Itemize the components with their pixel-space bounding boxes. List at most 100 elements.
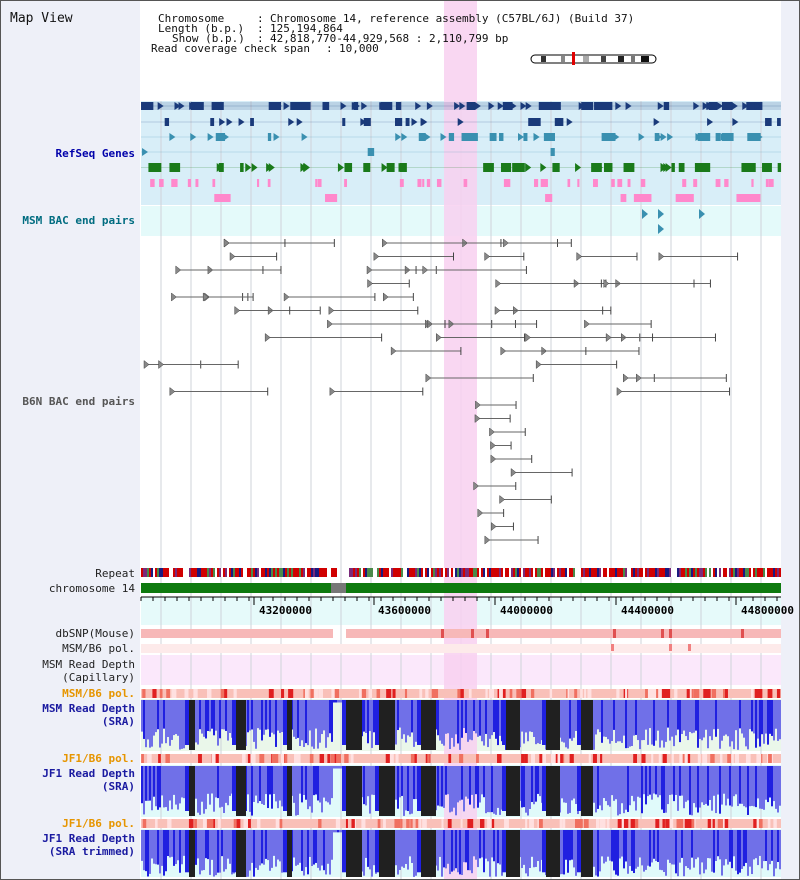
repeat-mark (779, 568, 781, 577)
pol-mark (706, 689, 711, 698)
depth-bar (765, 766, 767, 800)
repeat-mark (603, 568, 605, 577)
repeat-mark (349, 568, 351, 577)
depth-bar (145, 766, 147, 801)
depth-bar (253, 700, 255, 742)
repeat-mark (765, 568, 767, 577)
repeat-mark (561, 568, 563, 577)
track-label-refseq[interactable]: RefSeq Genes (55, 147, 135, 160)
depth-bar (397, 700, 399, 731)
depth-bar (401, 700, 403, 739)
depth-bar (449, 766, 451, 813)
repeat-mark (519, 568, 521, 577)
depth-bar (457, 830, 459, 873)
depth-bar (529, 700, 531, 732)
pol-mark (222, 689, 228, 698)
depth-bar (195, 766, 197, 799)
depth-bar (593, 830, 595, 867)
track-label-msm-b6-pol-2[interactable]: MSM/B6 pol. (62, 687, 135, 700)
depth-bar (371, 700, 373, 748)
depth-bar (253, 830, 255, 877)
repeat-mark (411, 568, 413, 577)
track-label-jf1-trim-1[interactable]: JF1 Read Depth (42, 832, 135, 845)
depth-bar (613, 700, 615, 730)
track-label-msm-read-cap-1[interactable]: MSM Read Depth (42, 658, 135, 671)
track-label-msm-read-sra-1[interactable]: MSM Read Depth (42, 702, 135, 715)
depth-saturated (236, 830, 246, 877)
depth-bar (401, 766, 403, 796)
depth-bar (149, 766, 151, 801)
depth-bar (461, 830, 463, 875)
depth-bar (447, 700, 449, 734)
depth-bar (619, 766, 621, 815)
depth-bar (567, 830, 569, 873)
depth-bar (469, 830, 471, 871)
bac-end (366, 265, 373, 275)
repeat-mark (707, 568, 709, 577)
track-label-dbsnp[interactable]: dbSNP(Mouse) (55, 627, 135, 640)
pol-mark (236, 819, 241, 828)
depth-bar (535, 700, 537, 745)
depth-bar (211, 700, 213, 729)
track-label-jf1-b6-pol-2[interactable]: JF1/B6 pol. (62, 817, 135, 830)
depth-bar (615, 700, 617, 743)
pol-mark (727, 754, 732, 763)
bac-end (474, 413, 481, 424)
depth-bar (713, 830, 715, 873)
depth-bar (495, 766, 497, 815)
repeat-mark (459, 568, 461, 577)
depth-bar (283, 700, 287, 745)
depth-bar (277, 766, 279, 809)
gene-feature (256, 179, 260, 187)
repeat-mark (705, 568, 707, 577)
depth-bar (723, 830, 725, 866)
pol-mark (578, 819, 583, 828)
gene-feature (212, 179, 216, 187)
depth-bar (625, 830, 627, 862)
repeat-mark (223, 568, 225, 577)
bac-end (503, 238, 509, 248)
repeat-mark (703, 568, 705, 577)
pol-mark (696, 689, 700, 698)
depth-bar (219, 700, 221, 739)
depth-bar (337, 766, 339, 769)
depth-bar (283, 830, 287, 873)
depth-bar (653, 766, 655, 794)
gene-feature (337, 163, 344, 172)
depth-bar (329, 700, 331, 734)
track-label-b6n-bac[interactable]: B6N BAC end pairs (22, 395, 135, 408)
depth-bar (643, 766, 645, 795)
pol-mark (649, 689, 654, 698)
pol-mark (720, 819, 723, 828)
repeat-mark (361, 568, 363, 577)
depth-bar (721, 830, 723, 876)
depth-bar (705, 830, 707, 870)
depth-bar (502, 766, 506, 811)
depth-bar (757, 830, 759, 866)
depth-bar (403, 766, 405, 816)
depth-bar (255, 700, 257, 749)
pol-mark (388, 754, 393, 763)
depth-bar (303, 830, 305, 876)
pol-mark (669, 819, 674, 828)
depth-bar (443, 766, 445, 808)
track-label-jf1-read-sra-1[interactable]: JF1 Read Depth (42, 767, 135, 780)
bac-end (328, 305, 335, 316)
depth-bar (669, 700, 671, 741)
depth-bar (605, 830, 607, 862)
depth-bar (165, 700, 167, 744)
pol-mark (671, 754, 674, 763)
track-label-jf1-b6-pol-1[interactable]: JF1/B6 pol. (62, 752, 135, 765)
gene-feature (301, 102, 311, 110)
track-label-msm-bac[interactable]: MSM BAC end pairs (22, 214, 135, 227)
pol-mark (560, 754, 563, 763)
depth-bar (599, 766, 601, 806)
track-label-chromosome[interactable]: chromosome 14 (48, 582, 135, 595)
depth-bar (277, 830, 279, 860)
track-label-msm-b6-pol-1[interactable]: MSM/B6 pol. (62, 642, 135, 655)
track-label-repeat[interactable]: Repeat (95, 567, 135, 580)
repeat-mark (571, 568, 573, 577)
depth-bar (337, 830, 339, 833)
depth-bar (605, 700, 607, 737)
